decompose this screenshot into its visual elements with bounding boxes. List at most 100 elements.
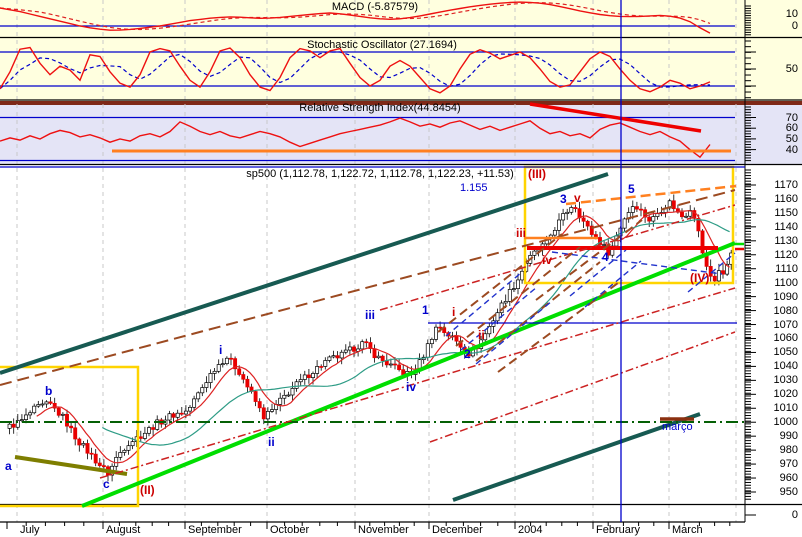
candle-up [327,356,332,361]
steep-blue-dash-4[interactable] [569,249,627,297]
price-scale-label: 990 [779,430,798,443]
rsi-downtrend-line[interactable] [529,102,702,133]
candle-up [298,379,303,383]
candle-down [671,200,676,210]
candle-up [19,419,24,421]
candle-up [126,445,131,451]
price-scale-label: 1130 [774,234,798,247]
candle-down [675,208,680,213]
candle-up [347,346,352,351]
wave2-highlight-box[interactable] [0,365,140,508]
wave-label-ii[interactable]: ii [268,435,275,449]
wave-label-1[interactable]: 1 [422,303,429,317]
wave-label-3[interactable]: 3 [560,192,567,206]
steep-brown-dash-2[interactable] [455,246,581,347]
wave-label-(II)[interactable]: (II) [140,483,155,497]
candle-down [573,207,578,209]
wave-label-i[interactable]: i [219,343,223,357]
upper-channel-trendline[interactable] [0,172,609,375]
candle-up [122,449,127,453]
steep-blue-dash-3[interactable] [475,300,553,365]
wave4-support-dash[interactable] [551,251,723,275]
wave-label-v[interactable]: v [574,191,581,205]
regression-channel-low[interactable] [429,331,736,443]
wave-label-i[interactable]: i [452,305,456,319]
rsi-panel[interactable] [0,105,802,165]
regression-channel-mid[interactable] [99,287,736,479]
july-august-base-line[interactable] [14,455,128,476]
stochastic-title: Stochastic Oscillator (27.1694) [307,39,457,51]
candle-down [380,355,385,361]
price-scale-label: 1100 [774,276,798,289]
wave-label-março[interactable]: março [662,421,693,433]
price-panel[interactable] [0,165,802,505]
candle-down [89,452,94,455]
candle-up [622,218,627,229]
candle-up [32,405,37,414]
volume-panel[interactable] [0,505,802,522]
steep-blue-dash-5[interactable] [584,260,642,308]
x-axis-area [0,522,802,537]
candle-down [237,368,242,375]
candle-up [725,263,730,275]
candle-up [188,406,192,412]
orange-dashed-upper-line[interactable] [565,184,737,206]
wave-label-a[interactable]: a [5,459,12,473]
price-scale-label: 1030 [773,374,798,387]
steep-brown-dash-1[interactable] [437,233,563,333]
macd-main-line [0,1,711,34]
candle-down [372,348,377,359]
candle-down [438,326,443,329]
candle-up [200,387,205,394]
candle-down [454,335,459,342]
regression-channel-high[interactable] [379,204,736,311]
candle-down [257,401,262,409]
steep-brown-dash-4[interactable] [497,279,623,373]
candle-down [179,412,184,415]
steep-blue-dash-1[interactable] [445,271,523,337]
candle-up [167,413,172,421]
candle-down [52,402,57,409]
wave-label-c[interactable]: c [103,477,110,491]
primary-uptrend-line[interactable] [81,241,736,508]
wave-label-b[interactable]: b [45,384,53,398]
steep-brown-dash-5[interactable] [535,219,643,301]
candle-down [69,425,74,429]
steep-brown-dash-3[interactable] [475,261,601,362]
wave-label-4[interactable]: 4 [602,250,609,264]
wave-label-ii[interactable]: ii [478,328,485,342]
candle-up [343,349,348,353]
wave-label-iii[interactable]: iii [516,226,527,240]
price-scale-label: 1060 [773,332,798,345]
wave-label-5[interactable]: 5 [628,182,635,196]
candle-up [630,206,635,213]
wave-label-(III)[interactable]: (III) [528,167,546,181]
price-scale-label: 1140 [774,220,798,233]
volume-scale-label: 0 [791,509,798,521]
wave-label-iv[interactable]: iv [406,380,417,394]
candle-up [602,244,607,246]
candle-down [692,210,697,219]
wave-label-2[interactable]: 2 [464,347,471,361]
lower-channel-trendline[interactable] [452,412,701,502]
long-dashed-channel-line[interactable] [0,189,736,386]
candle-up [147,427,151,434]
rsi-scale-label: 50 [785,133,798,145]
candle-down [680,211,684,218]
price-scale-label: 1110 [775,262,798,275]
stochastic-panel[interactable] [0,38,802,101]
candle-up [511,288,516,290]
macd-scale-label: 0 [791,20,798,32]
macd-signal-line [0,2,711,31]
wave-label-(IV)[interactable]: (IV) [690,271,710,285]
candle-up [142,432,147,439]
candle-up [216,364,221,372]
candle-down [245,378,250,388]
wave-label-iv[interactable]: iv [542,253,553,267]
wave-label-iii[interactable]: iii [365,308,376,322]
price-target-label[interactable]: 1.155 [460,182,488,194]
candle-up [552,229,557,236]
steep-blue-dash-2[interactable] [460,286,538,351]
